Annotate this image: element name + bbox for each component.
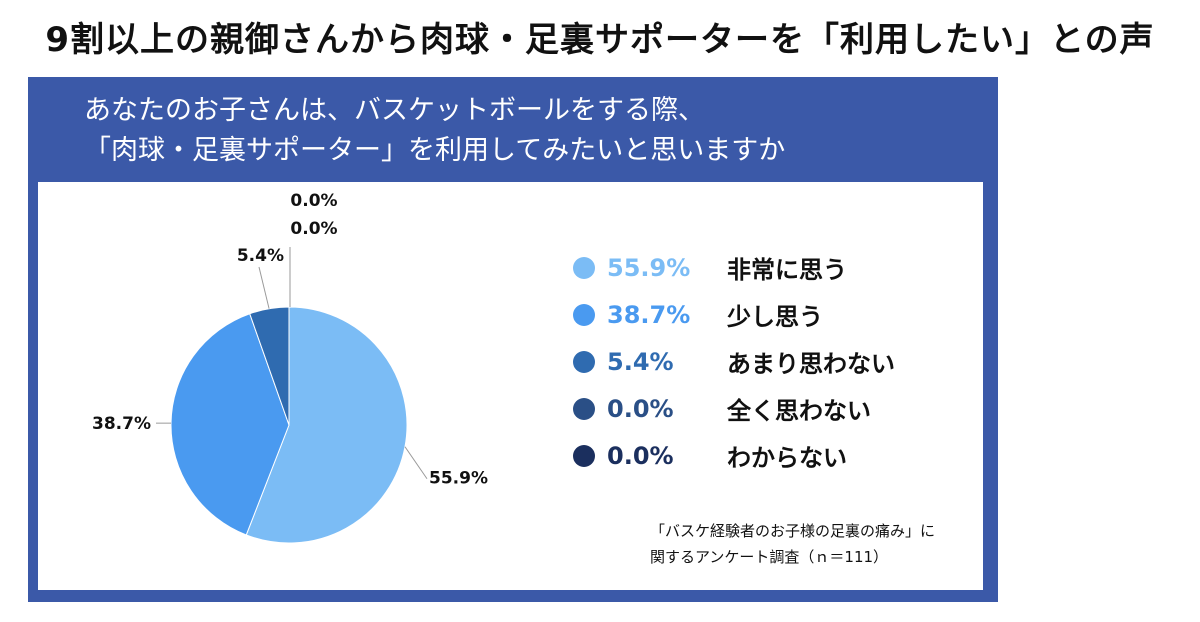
source-line-2: 関するアンケート調査（ｎ＝111） [650,548,889,566]
legend-swatch [573,303,595,326]
pie-chart: 55.9% 38.7% 5.4% 0.0% 0.0% [92,191,488,544]
pie-slice [170,313,290,536]
slice-data-label: 5.4% [237,246,284,266]
pie-slice [249,306,290,426]
legend-percent: 5.4% [607,347,674,376]
slice-leader-line [404,446,428,480]
legend-label: あまり思わない [727,350,895,378]
legend-swatch [573,444,595,467]
legend-item: 0.0% わからない [573,432,973,479]
legend-percent: 0.0% [607,441,674,470]
legend-swatch [573,397,595,420]
legend-percent: 0.0% [607,394,674,423]
survey-source-note: 「バスケ経験者のお子様の足裏の痛み」に 関するアンケート調査（ｎ＝111） [650,518,970,570]
chart-card: 55.9% 38.7% 5.4% 0.0% 0.0% 55.9% 非常に思う 38.7%… [38,182,983,590]
legend-percent: 38.7% [607,300,691,329]
source-line-1: 「バスケ経験者のお子様の足裏の痛み」に [650,522,936,540]
legend-label: 少し思う [727,303,823,331]
legend-item: 0.0% 全く思わない [573,385,973,432]
survey-panel: あなたのお子さんは、バスケットボールをする際、 「肉球・足裏サポーター」を利用し… [28,77,998,602]
slice-data-label: 0.0% [290,219,337,239]
chart-legend: 55.9% 非常に思う 38.7% 少し思う 5.4% あまり思わない 0.0%… [573,244,973,479]
legend-item: 5.4% あまり思わない [573,338,973,385]
legend-swatch [573,350,595,373]
slice-data-label: 38.7% [92,414,151,434]
slice-leader-line [258,266,270,309]
question-line-1: あなたのお子さんは、バスケットボールをする際、 [84,95,705,126]
legend-label: 非常に思う [727,256,847,284]
legend-label: 全く思わない [727,397,871,425]
slice-data-label: 55.9% [429,469,488,489]
legend-item: 38.7% 少し思う [573,291,973,338]
slice-data-label: 0.0% [290,191,337,211]
legend-swatch [573,256,595,279]
question-line-2: 「肉球・足裏サポーター」を利用してみたいと思いますか [84,135,786,166]
page-headline: 9割以上の親御さんから肉球・足裏サポーターを「利用したい」との声 [45,20,1155,60]
question-text: あなたのお子さんは、バスケットボールをする際、 「肉球・足裏サポーター」を利用し… [84,91,964,171]
legend-item: 55.9% 非常に思う [573,244,973,291]
legend-label: わからない [727,444,847,472]
legend-percent: 55.9% [607,253,691,282]
